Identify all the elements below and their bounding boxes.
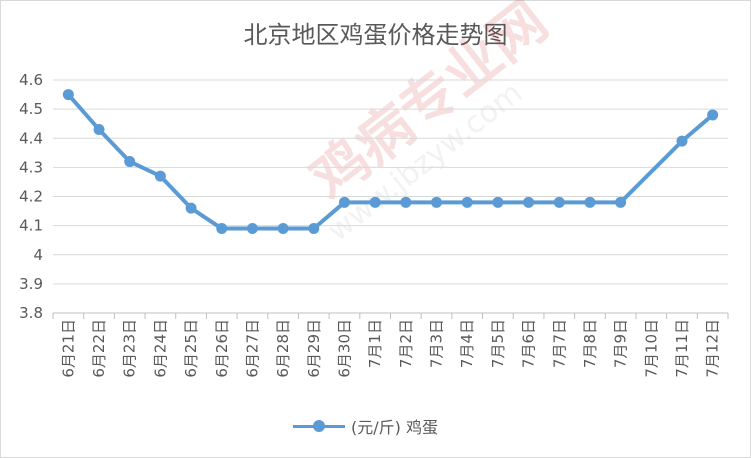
data-point [277,223,289,235]
data-point [154,170,166,182]
series-layer [62,89,719,235]
data-point [492,196,504,208]
x-tick-label: 7月9日 [612,319,630,368]
x-tick-label: 6月22日 [90,319,108,378]
x-tick-label: 6月29日 [305,319,323,378]
data-point [369,196,381,208]
y-tick-label: 4.1 [19,217,43,235]
x-tick-label: 6月25日 [182,319,200,378]
data-point [246,223,258,235]
y-tick-label: 4.5 [19,100,43,118]
data-point [62,89,74,101]
data-point [676,135,688,147]
y-tick-label: 3.9 [19,275,43,293]
chart-title: 北京地区鸡蛋价格走势图 [243,21,508,49]
x-tick-label: 6月26日 [213,319,231,378]
x-tick-label: 7月5日 [489,319,507,368]
x-tick-label: 7月7日 [550,319,568,368]
data-point [308,223,320,235]
data-point [216,223,228,235]
x-tick-label: 6月23日 [121,319,139,378]
data-point [400,196,412,208]
x-tick-label: 7月11日 [673,319,691,378]
data-point [615,196,627,208]
gridlines [53,79,728,314]
y-tick-label: 4 [33,246,43,264]
x-tick-label: 7月2日 [397,319,415,368]
y-tick-label: 4.6 [19,71,43,89]
series-line [66,92,715,231]
data-point [124,156,136,168]
x-tick-label: 6月27日 [243,319,261,378]
data-point [707,109,719,121]
x-tick-label: 7月4日 [458,319,476,368]
data-point [584,196,596,208]
y-tick-label: 4.3 [19,158,43,176]
data-point [431,196,443,208]
y-tick-label: 4.4 [19,129,43,147]
data-point [338,196,350,208]
data-point [185,202,197,214]
x-tick-label: 6月21日 [59,319,77,378]
x-tick-label: 7月10日 [642,319,660,378]
data-point [523,196,535,208]
y-axis-tick-labels: 4.6 4.5 4.4 4.3 4.2 4.1 4 3.9 3.8 [19,71,43,322]
x-tick-label: 7月3日 [428,319,446,368]
y-tick-label: 4.2 [19,188,43,206]
x-tick-label: 6月28日 [274,319,292,378]
legend-line-marker-icon [293,419,345,433]
x-tick-label: 7月12日 [704,319,722,378]
x-tick-label: 7月8日 [581,319,599,368]
legend-label: (元/斤) 鸡蛋 [351,418,438,437]
data-point [93,124,105,136]
legend: (元/斤) 鸡蛋 [293,414,438,438]
x-tick-label: 7月1日 [366,319,384,368]
x-tick-label: 6月24日 [151,319,169,378]
data-point [461,196,473,208]
x-tick-label: 7月6日 [520,319,538,368]
x-tick-label: 6月30日 [335,319,353,378]
data-point [553,196,565,208]
x-axis: 6月21日 6月22日 6月23日 6月24日 6月25日 6月26日 6月27日 6月28日… [52,313,729,378]
y-tick-label: 3.8 [19,304,43,322]
